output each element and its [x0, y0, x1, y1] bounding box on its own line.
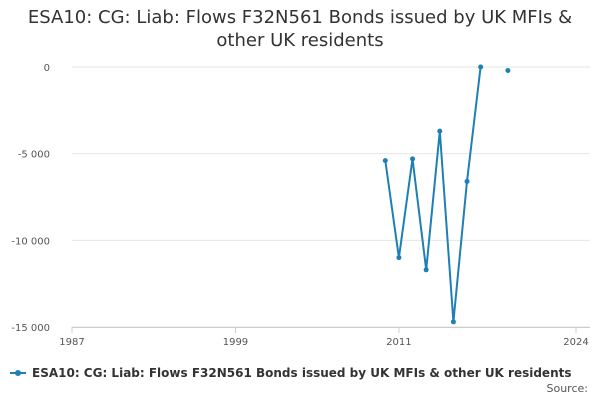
x-tick-label: 1987 — [59, 337, 84, 348]
legend-label: ESA10: CG: Liab: Flows F32N561 Bonds iss… — [32, 366, 572, 380]
source-label: Source: — [546, 382, 589, 395]
data-point — [478, 64, 484, 70]
data-point — [382, 158, 388, 164]
legend-line-marker-icon — [10, 368, 26, 378]
data-point — [505, 67, 511, 73]
data-point — [410, 156, 416, 162]
y-tick-label: -15 000 — [11, 323, 50, 334]
x-tick-label: 1999 — [223, 337, 248, 348]
chart-title-line-1: ESA10: CG: Liab: Flows F32N561 Bonds iss… — [27, 7, 573, 28]
data-point — [464, 178, 470, 184]
x-tick-label: 2011 — [386, 337, 411, 348]
y-tick-label: -10 000 — [11, 236, 50, 247]
y-tick-label: -5 000 — [18, 150, 50, 161]
data-point — [450, 319, 456, 325]
x-tick-label: 2024 — [563, 337, 588, 348]
legend[interactable]: ESA10: CG: Liab: Flows F32N561 Bonds iss… — [10, 366, 572, 380]
chart-title: ESA10: CG: Liab: Flows F32N561 Bonds iss… — [0, 6, 600, 52]
chart-title-line-2: other UK residents — [216, 30, 384, 51]
data-point — [423, 267, 429, 273]
data-point — [437, 128, 443, 134]
data-point — [396, 255, 402, 261]
y-tick-label: 0 — [44, 63, 50, 74]
series-line — [384, 66, 482, 323]
